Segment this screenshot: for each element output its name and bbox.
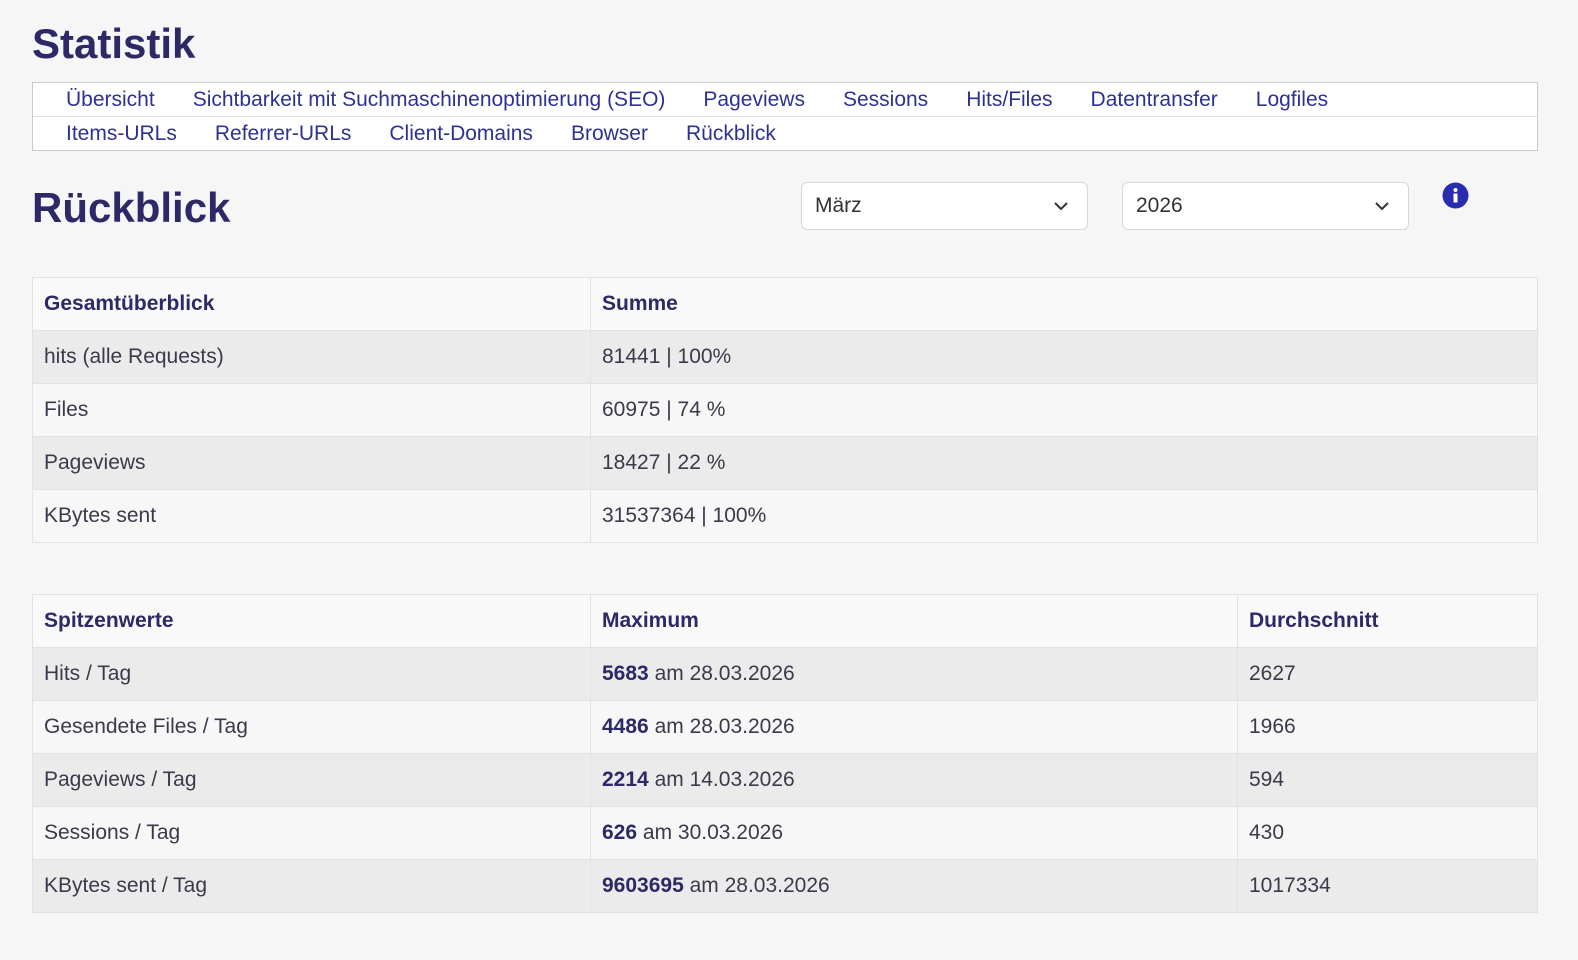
- avg-cell: 430: [1237, 806, 1538, 860]
- max-value: 2214: [602, 768, 649, 791]
- row: hits (alle Requests) 81441 | 100%: [32, 330, 1538, 384]
- cell: Pageviews: [32, 436, 591, 490]
- nav-row: Items-URLs Referrer-URLs Client-Domains Bro…: [33, 116, 1537, 150]
- cell: 18427 | 22 %: [590, 436, 1538, 490]
- header-cell: Spitzenwerte: [32, 594, 591, 648]
- max-date: am 28.03.2026: [654, 662, 795, 685]
- nav-link[interactable]: Pageviews: [703, 87, 805, 111]
- nav: Übersicht Sichtbarkeit mit Suchmaschineno…: [32, 82, 1538, 151]
- nav-link[interactable]: Sichtbarkeit mit Suchmaschinenoptimierun…: [192, 87, 666, 111]
- cell: Gesendete Files / Tag: [32, 700, 591, 754]
- header-cell: Durchschnitt: [1237, 594, 1538, 648]
- avg-cell: 2627: [1237, 647, 1538, 701]
- max-date: am 28.03.2026: [654, 715, 795, 738]
- row: Pageviews 18427 | 22 %: [32, 436, 1538, 490]
- month-value: März: [815, 194, 862, 217]
- cell: 31537364 | 100%: [590, 489, 1538, 543]
- row: Pageviews / Tag 2214 am 14.03.2026 594: [32, 753, 1538, 807]
- avg-cell: 1017334: [1237, 859, 1538, 913]
- max-cell: 626 am 30.03.2026: [590, 806, 1238, 860]
- row: Gesendete Files / Tag 4486 am 28.03.2026 1…: [32, 700, 1538, 754]
- row: KBytes sent 31537364 | 100%: [32, 489, 1538, 543]
- header-cell: Gesamtüberblick: [32, 277, 591, 331]
- header-row: Gesamtüberblick Summe: [32, 277, 1538, 331]
- max-date: am 14.03.2026: [654, 768, 795, 791]
- cell: KBytes sent: [32, 489, 591, 543]
- cell: Pageviews / Tag: [32, 753, 591, 807]
- cell: Hits / Tag: [32, 647, 591, 701]
- row: Sessions / Tag 626 am 30.03.2026 430: [32, 806, 1538, 860]
- nav-link[interactable]: Logfiles: [1255, 87, 1329, 111]
- nav-link[interactable]: Referrer-URLs: [214, 121, 352, 145]
- header-cell: Maximum: [590, 594, 1238, 648]
- max-value: 626: [602, 821, 638, 844]
- row: KBytes sent / Tag 9603695 am 28.03.2026 10…: [32, 859, 1538, 913]
- cell: KBytes sent / Tag: [32, 859, 591, 913]
- avg-cell: 1966: [1237, 700, 1538, 754]
- header-row: Spitzenwerte Maximum Durchschnitt: [32, 594, 1538, 648]
- year-select[interactable]: 2026: [1122, 182, 1409, 230]
- max-value: 4486: [602, 715, 649, 738]
- max-date: am 28.03.2026: [689, 874, 830, 897]
- max-value: 9603695: [602, 874, 684, 897]
- nav-row: Übersicht Sichtbarkeit mit Suchmaschineno…: [33, 83, 1537, 116]
- nav-link[interactable]: Übersicht: [66, 87, 155, 111]
- peaks-table: Spitzenwerte Maximum Durchschnitt Hits / Ta…: [32, 594, 1538, 913]
- month-select[interactable]: März: [801, 182, 1088, 230]
- info-icon[interactable]: [1442, 182, 1469, 209]
- nav-link[interactable]: Browser: [570, 121, 648, 145]
- chevron: [1375, 202, 1389, 211]
- page-title: Statistik: [32, 20, 196, 67]
- overview-table: Gesamtüberblick Summe hits (alle Requests)…: [32, 277, 1538, 543]
- nav-link[interactable]: Sessions: [842, 87, 929, 111]
- header-cell: Summe: [590, 277, 1538, 331]
- cell: 81441 | 100%: [590, 330, 1538, 384]
- row: Hits / Tag 5683 am 28.03.2026 2627: [32, 647, 1538, 701]
- max-cell: 9603695 am 28.03.2026: [590, 859, 1238, 913]
- row: Files 60975 | 74 %: [32, 383, 1538, 437]
- year-value: 2026: [1136, 194, 1183, 217]
- max-value: 5683: [602, 662, 649, 685]
- max-cell: 4486 am 28.03.2026: [590, 700, 1238, 754]
- cell: hits (alle Requests): [32, 330, 591, 384]
- section-title: Rückblick: [32, 184, 231, 231]
- max-cell: 5683 am 28.03.2026: [590, 647, 1238, 701]
- nav-link[interactable]: Rückblick: [685, 121, 776, 145]
- cell: 60975 | 74 %: [590, 383, 1538, 437]
- avg-cell: 594: [1237, 753, 1538, 807]
- cell: Sessions / Tag: [32, 806, 591, 860]
- nav-link[interactable]: Items-URLs: [66, 121, 177, 145]
- max-date: am 30.03.2026: [642, 821, 783, 844]
- nav-link[interactable]: Client-Domains: [389, 121, 533, 145]
- nav-link[interactable]: Datentransfer: [1090, 87, 1218, 111]
- cell: Files: [32, 383, 591, 437]
- chevron: [1054, 202, 1068, 211]
- nav-link[interactable]: Hits/Files: [966, 87, 1053, 111]
- max-cell: 2214 am 14.03.2026: [590, 753, 1238, 807]
